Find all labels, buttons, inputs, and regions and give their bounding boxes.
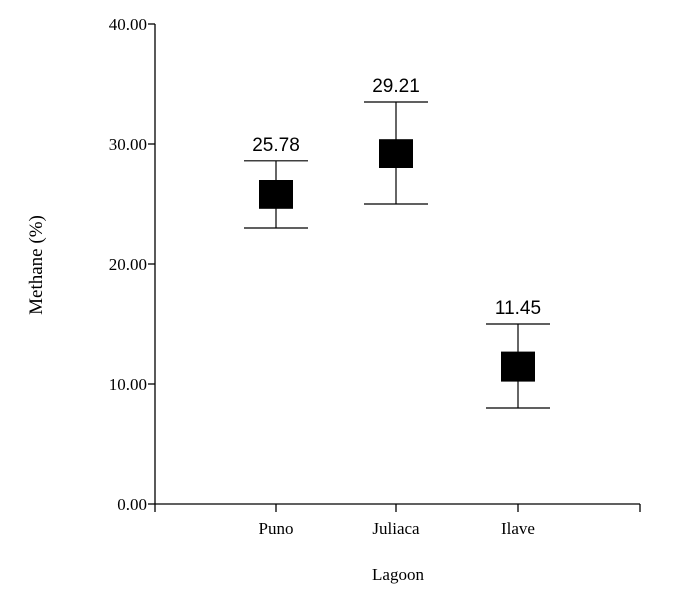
data-label: 25.78 <box>252 135 300 156</box>
y-tick-label: 20.00 <box>109 255 147 274</box>
x-tick-label-puno: Puno <box>259 519 294 538</box>
data-label: 29.21 <box>372 76 420 97</box>
data-label: 11.45 <box>495 298 541 319</box>
data-marker <box>501 351 535 382</box>
data-markers: 25.78 29.21 11.45 <box>244 76 550 409</box>
marker-group-ilave: 11.45 <box>486 298 550 409</box>
y-axis-label: Methane (%) <box>26 215 47 315</box>
y-tick-label: 40.00 <box>109 15 147 34</box>
x-tick-label-juliaca: Juliaca <box>372 519 420 538</box>
y-tick-label: 0.00 <box>117 495 147 514</box>
x-tick-label-ilave: Ilave <box>501 519 535 538</box>
x-axis-label: Lagoon <box>372 565 424 584</box>
x-axis-ticks: Puno Juliaca Ilave <box>154 504 641 538</box>
data-marker <box>259 180 293 209</box>
data-marker <box>379 139 413 168</box>
y-axis-ticks: 0.00 10.00 20.00 30.00 40.00 <box>109 15 155 514</box>
y-tick-label: 30.00 <box>109 135 147 154</box>
marker-group-puno: 25.78 <box>244 135 308 229</box>
y-tick-label: 10.00 <box>109 375 147 394</box>
marker-group-juliaca: 29.21 <box>364 76 428 205</box>
